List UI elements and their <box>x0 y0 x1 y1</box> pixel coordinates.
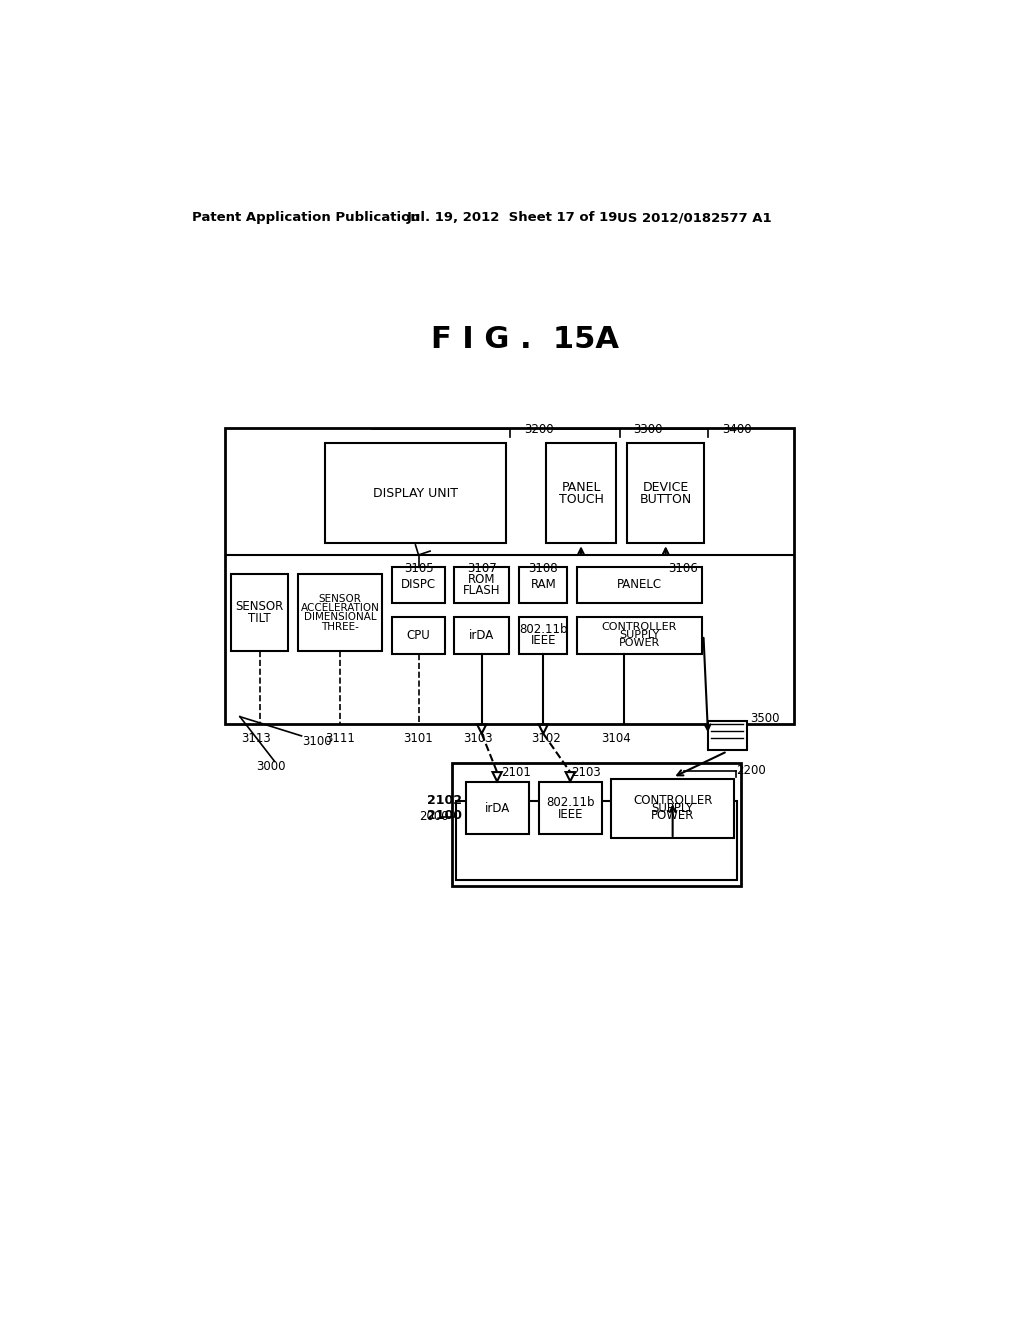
Text: 3106: 3106 <box>669 562 698 576</box>
Text: ROM: ROM <box>468 573 496 586</box>
Text: SUPPLY: SUPPLY <box>651 801 693 814</box>
Text: POWER: POWER <box>618 638 660 648</box>
Bar <box>457 801 737 880</box>
Text: 3102: 3102 <box>530 731 560 744</box>
Text: SUPPLY: SUPPLY <box>620 630 659 640</box>
Text: 3107: 3107 <box>467 562 497 576</box>
Bar <box>298 574 382 651</box>
Text: RAM: RAM <box>530 578 556 591</box>
Text: CONTROLLER: CONTROLLER <box>602 622 677 632</box>
Text: 3200: 3200 <box>524 422 554 436</box>
Text: CPU: CPU <box>407 628 430 642</box>
Text: 3101: 3101 <box>403 731 433 744</box>
Text: irDA: irDA <box>484 801 510 814</box>
Bar <box>708 721 746 750</box>
Text: 3104: 3104 <box>601 731 632 744</box>
Text: THREE-: THREE- <box>322 622 359 631</box>
Bar <box>628 444 705 544</box>
Text: 2103: 2103 <box>570 766 600 779</box>
Text: SENSOR: SENSOR <box>236 601 284 612</box>
Text: IEEE: IEEE <box>557 808 583 821</box>
Text: DEVICE: DEVICE <box>643 480 689 494</box>
Bar <box>230 574 289 651</box>
Bar <box>547 444 615 544</box>
Text: BUTTON: BUTTON <box>640 492 692 506</box>
Text: 3400: 3400 <box>722 422 752 436</box>
Text: 3100: 3100 <box>302 735 332 748</box>
Bar <box>454 566 509 603</box>
Text: 2102: 2102 <box>427 795 462 807</box>
Text: 3000: 3000 <box>256 760 286 774</box>
Bar <box>454 616 509 653</box>
Text: 3105: 3105 <box>403 562 433 576</box>
Text: PANEL: PANEL <box>561 480 601 494</box>
Text: FLASH: FLASH <box>463 583 501 597</box>
Text: DIMENSIONAL: DIMENSIONAL <box>304 612 376 622</box>
Text: 3300: 3300 <box>634 422 663 436</box>
Bar <box>326 444 506 544</box>
Text: F I G .  15A: F I G . 15A <box>431 325 618 354</box>
Bar <box>519 616 567 653</box>
Text: POWER: POWER <box>651 809 694 822</box>
Text: CONTROLLER: CONTROLLER <box>633 795 713 807</box>
Text: 3500: 3500 <box>751 713 780 726</box>
Bar <box>611 779 734 838</box>
Text: TOUCH: TOUCH <box>558 492 603 506</box>
Bar <box>578 616 701 653</box>
Text: 3103: 3103 <box>463 731 493 744</box>
Bar <box>224 428 795 725</box>
Text: 3113: 3113 <box>241 731 270 744</box>
Text: 2000: 2000 <box>419 810 449 824</box>
Bar <box>392 616 444 653</box>
Text: Patent Application Publication: Patent Application Publication <box>193 211 420 224</box>
Text: IEEE: IEEE <box>530 634 556 647</box>
Text: irDA: irDA <box>469 628 495 642</box>
Text: PANELC: PANELC <box>617 578 663 591</box>
Text: 2101: 2101 <box>502 766 531 779</box>
Bar <box>519 566 567 603</box>
Bar <box>453 763 741 886</box>
Text: 3108: 3108 <box>528 562 558 576</box>
Bar <box>392 566 444 603</box>
Text: Jul. 19, 2012  Sheet 17 of 19: Jul. 19, 2012 Sheet 17 of 19 <box>407 211 617 224</box>
Text: 3111: 3111 <box>325 731 355 744</box>
Bar <box>578 566 701 603</box>
Text: 802.11b: 802.11b <box>546 796 595 809</box>
Text: SENSOR: SENSOR <box>318 594 361 603</box>
Text: DISPLAY UNIT: DISPLAY UNIT <box>374 487 459 500</box>
Text: 2100: 2100 <box>427 809 462 822</box>
Text: 802.11b: 802.11b <box>519 623 567 636</box>
Text: DISPC: DISPC <box>401 578 436 591</box>
Text: TILT: TILT <box>248 612 271 626</box>
Text: ACCELERATION: ACCELERATION <box>301 603 380 612</box>
Text: 2200: 2200 <box>736 764 766 777</box>
Bar <box>539 781 602 834</box>
Text: US 2012/0182577 A1: US 2012/0182577 A1 <box>617 211 772 224</box>
Bar <box>466 781 528 834</box>
